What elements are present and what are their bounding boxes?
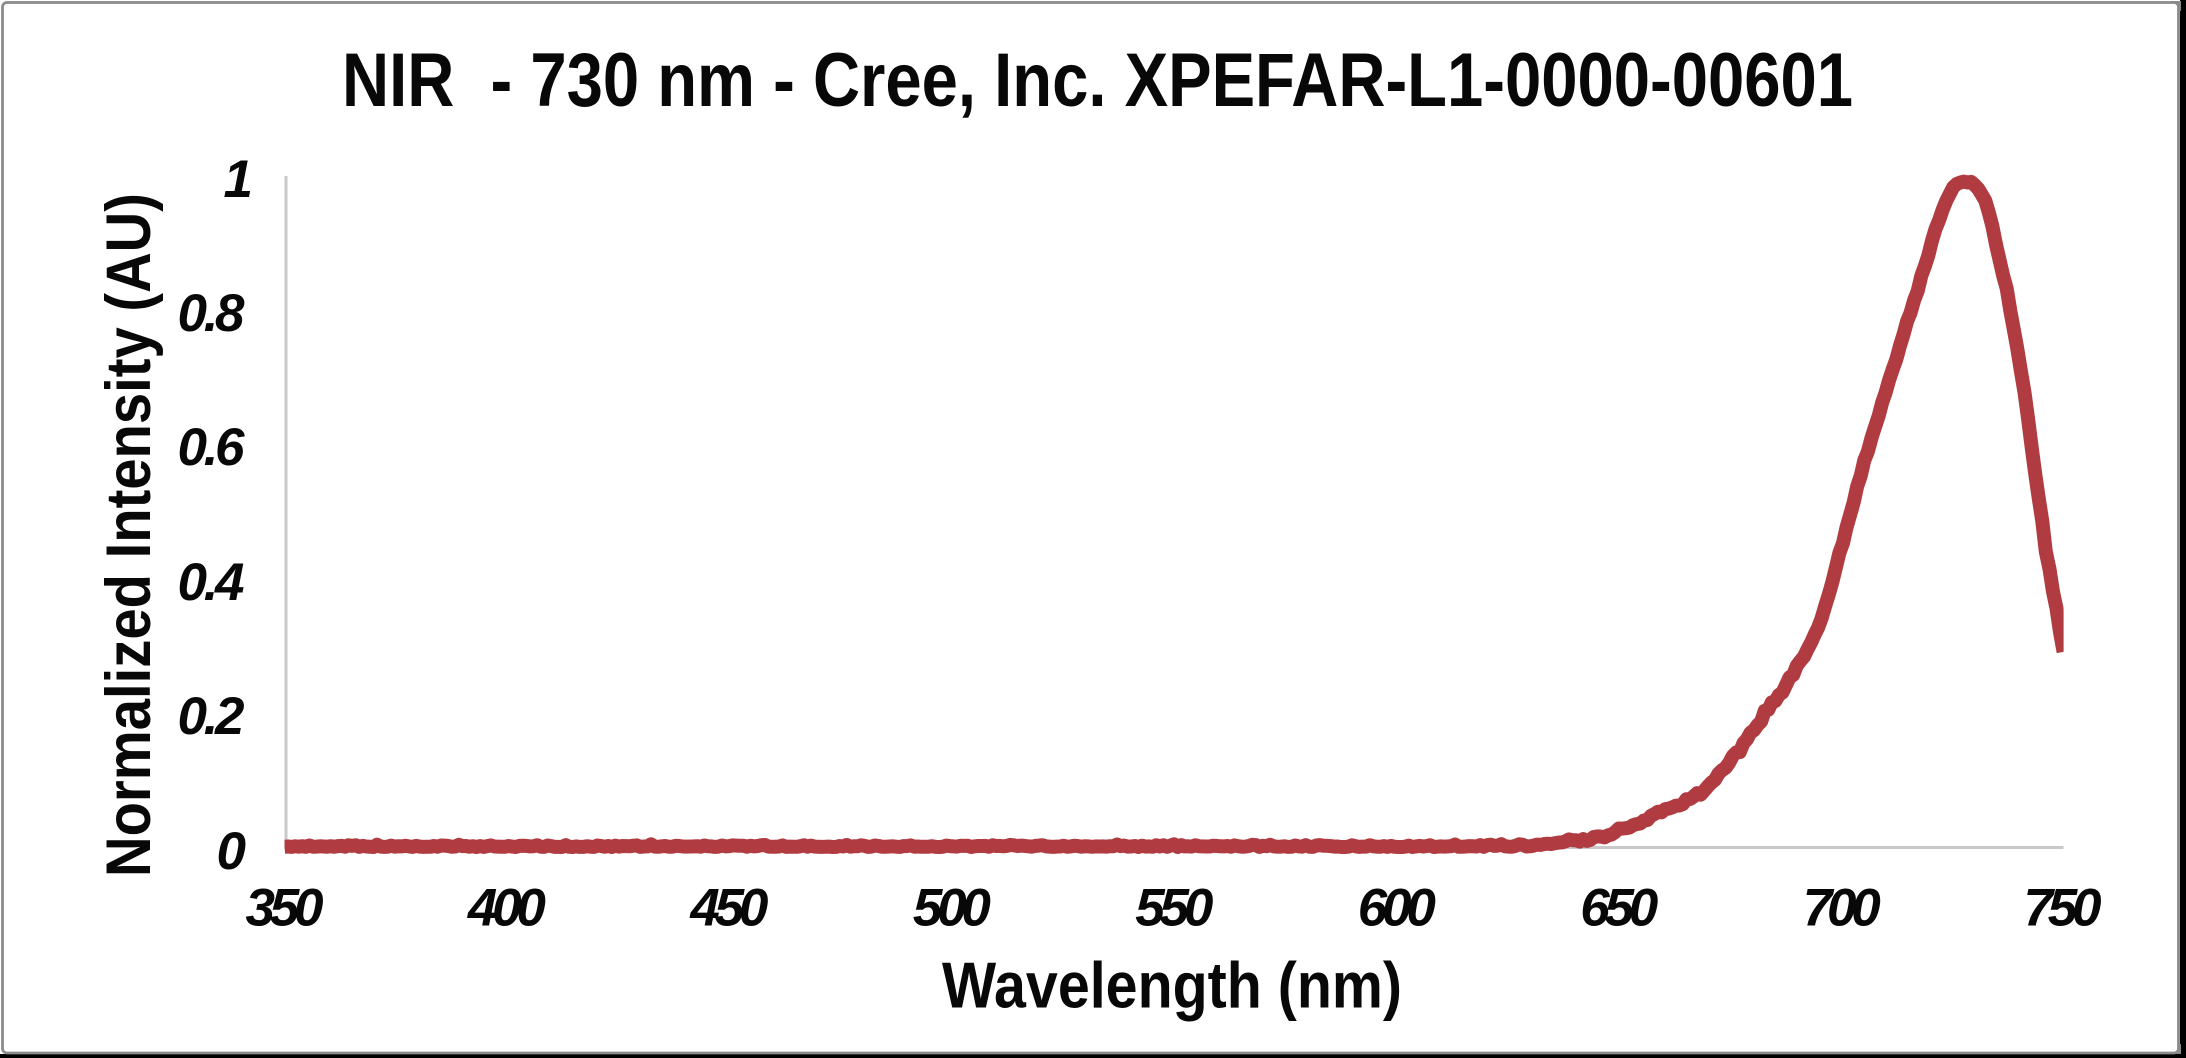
svg-text:450: 450 <box>689 879 768 938</box>
svg-text:500: 500 <box>913 879 991 938</box>
svg-text:550: 550 <box>1135 879 1213 938</box>
svg-text:Wavelength (nm): Wavelength (nm) <box>942 949 1402 1022</box>
svg-text:0.6: 0.6 <box>178 418 246 477</box>
svg-text:750: 750 <box>2024 879 2102 938</box>
svg-text:600: 600 <box>1358 879 1436 938</box>
svg-text:NIR - 730 nm - Cree, Inc. XPE: NIR - 730 nm - Cree, Inc. XPEFAR-L1-0000… <box>342 38 1853 123</box>
svg-text:1: 1 <box>224 150 253 209</box>
svg-text:0.2: 0.2 <box>178 687 245 746</box>
svg-text:0.4: 0.4 <box>178 553 245 612</box>
svg-text:350: 350 <box>246 879 324 938</box>
svg-text:0.8: 0.8 <box>178 284 246 343</box>
svg-text:400: 400 <box>467 879 546 938</box>
svg-text:Normalized Intensity (AU): Normalized Intensity (AU) <box>94 193 164 877</box>
svg-text:700: 700 <box>1803 879 1881 938</box>
svg-text:650: 650 <box>1580 879 1658 938</box>
svg-text:0: 0 <box>217 822 246 881</box>
